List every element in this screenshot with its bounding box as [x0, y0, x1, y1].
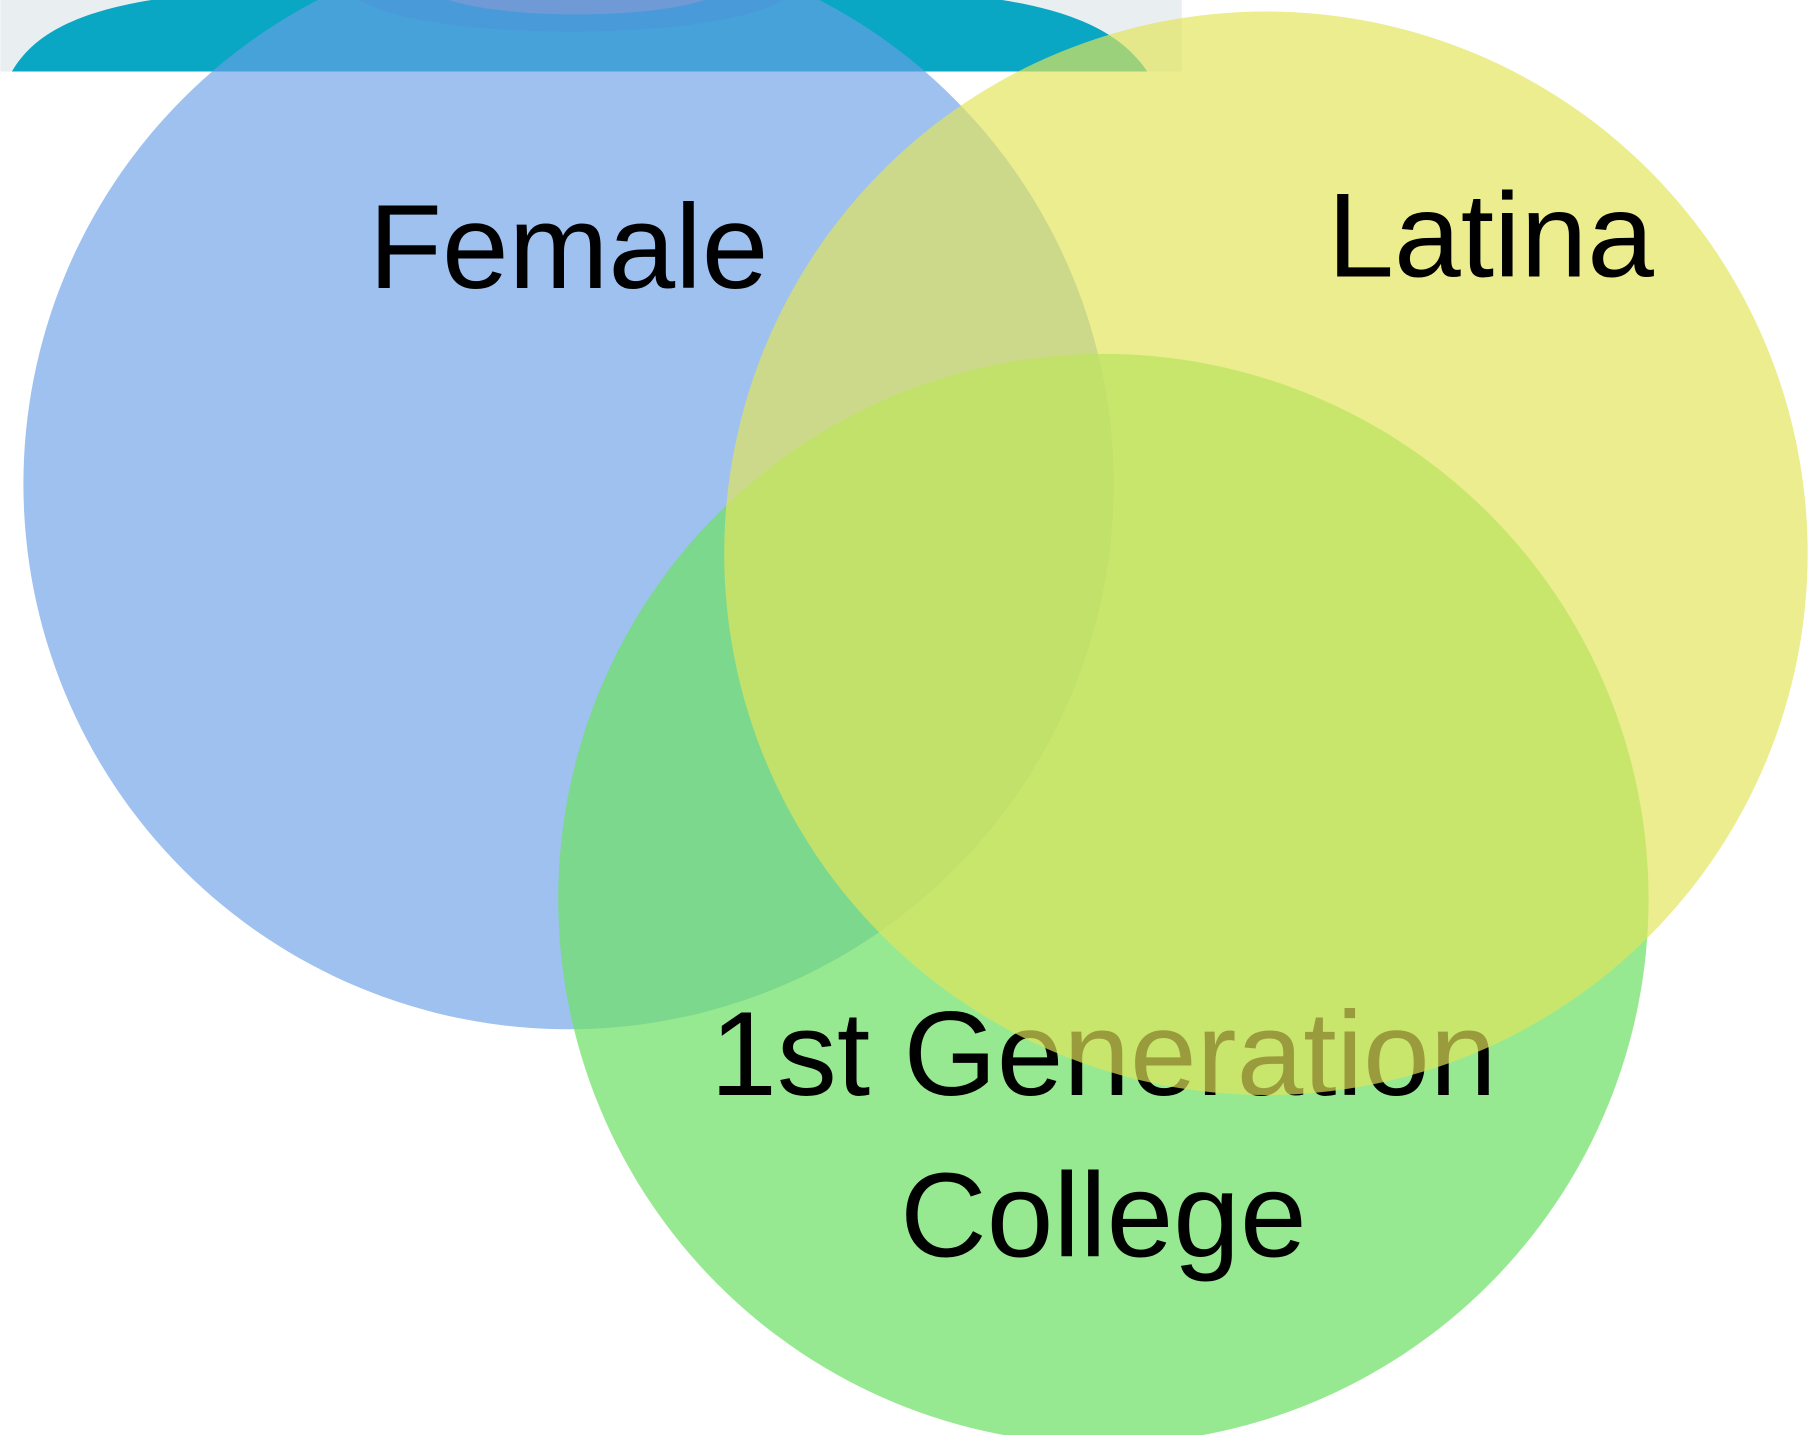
venn-diagram: 1st Generation College Female Latina	[0, 0, 1808, 1435]
page: {"circles": [ {"label": "Female"}, {"lab…	[0, 0, 1808, 1435]
first-gen-label-line: College	[900, 1148, 1306, 1282]
latina-label: Latina	[1327, 169, 1654, 303]
female-label: Female	[369, 180, 769, 314]
